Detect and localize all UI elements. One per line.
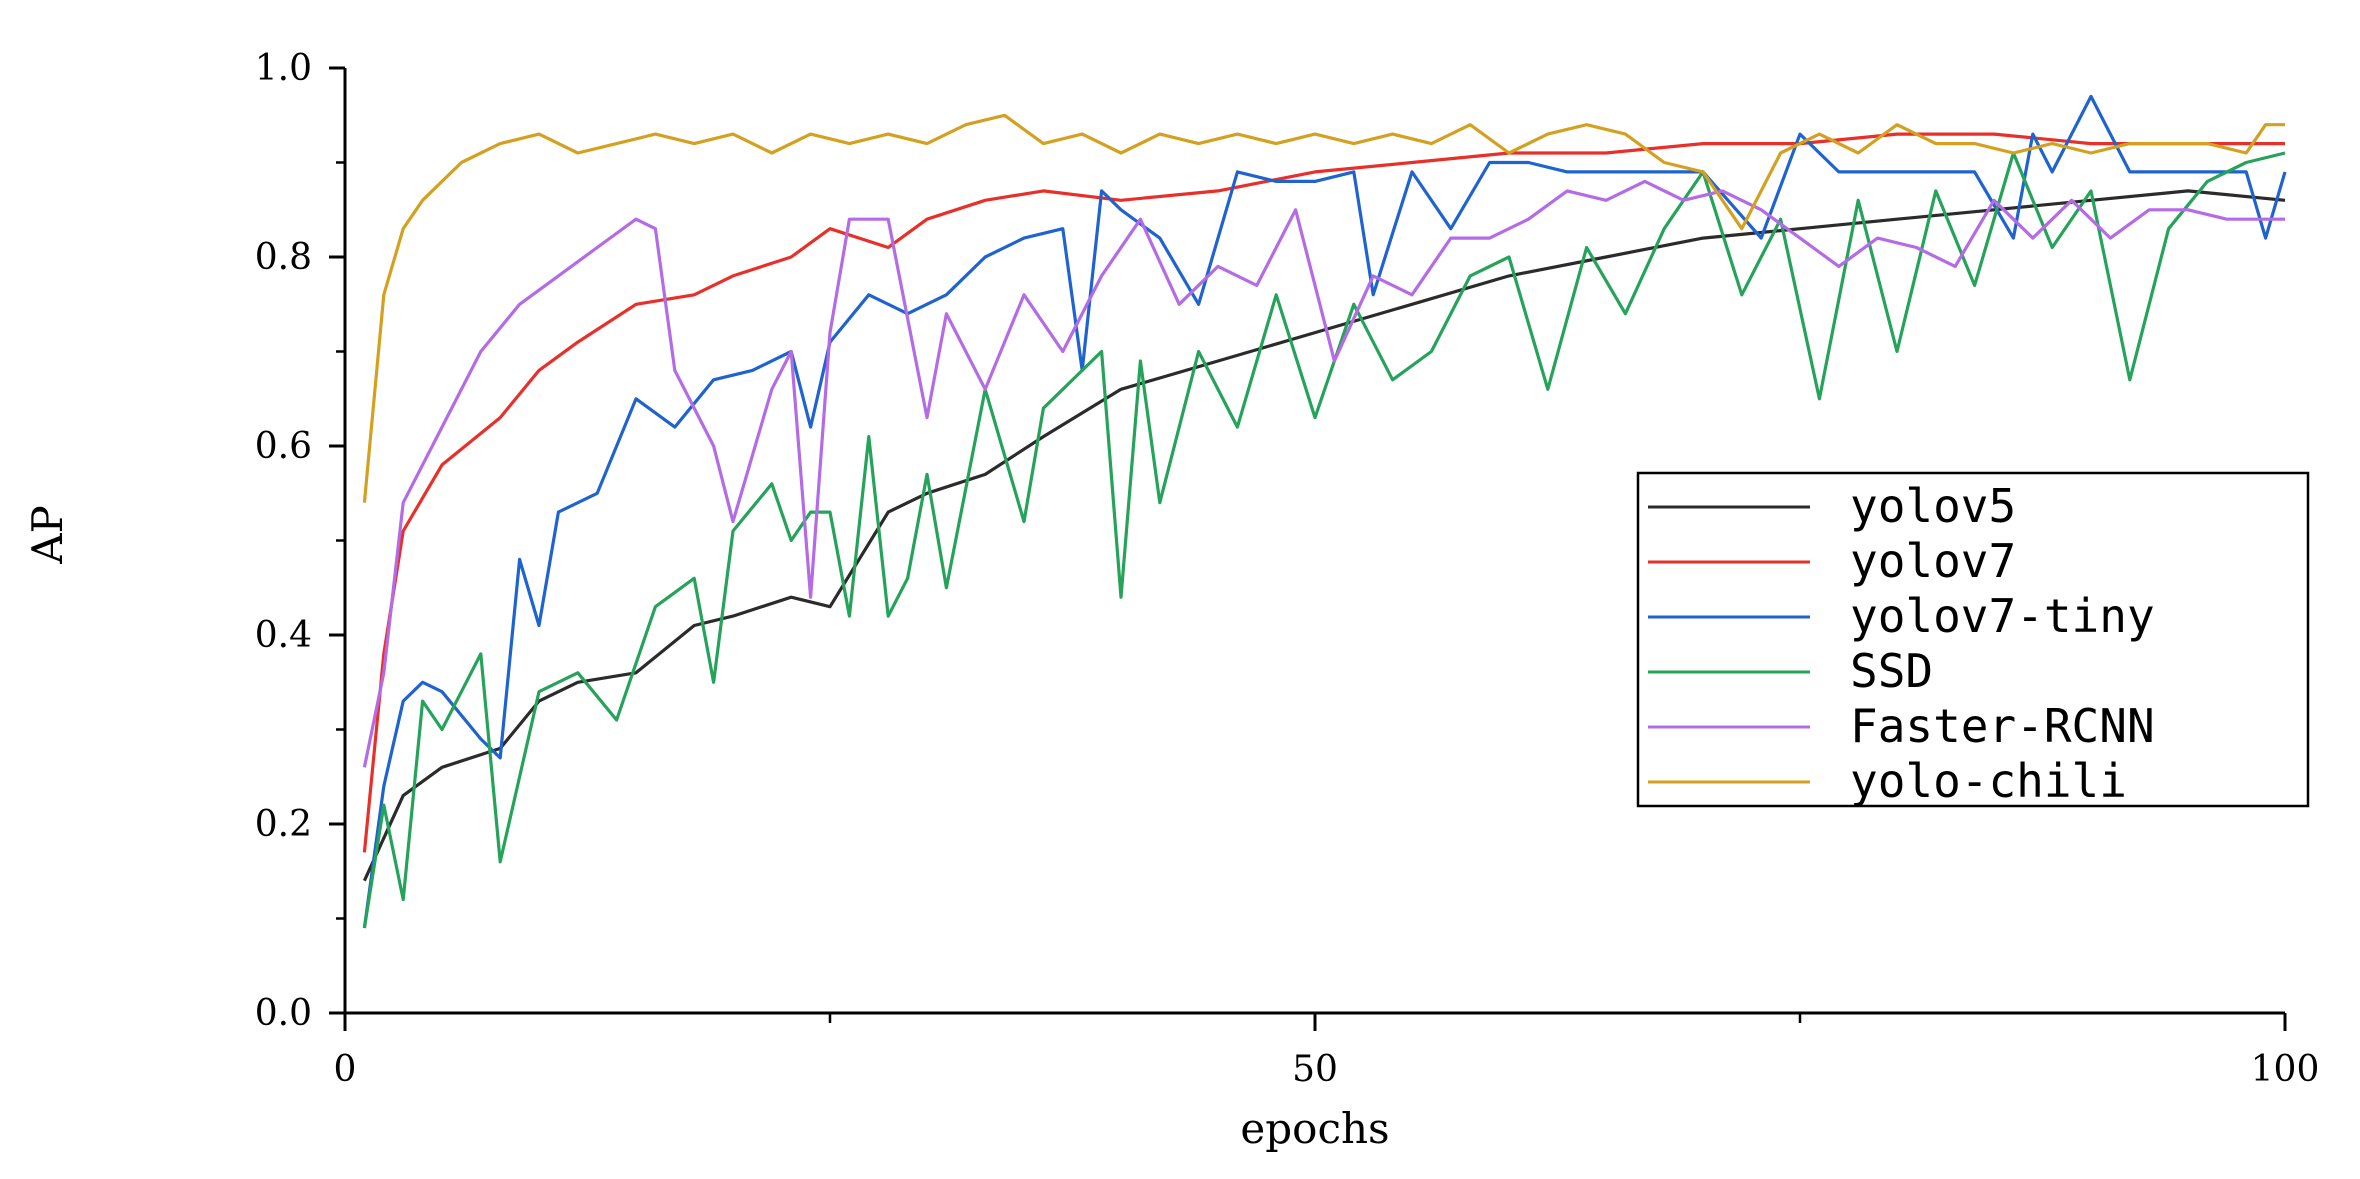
x-tick-label: 50	[1292, 1049, 1338, 1090]
series-line-yolov5	[362, 189, 2286, 882]
y-tick-label: 0.0	[255, 993, 312, 1034]
legend-label: yolov7	[1850, 534, 2016, 588]
legend-box	[1636, 471, 2310, 808]
y-tick-label: 0.4	[255, 615, 312, 656]
legend-label: Faster-RCNN	[1850, 699, 2155, 753]
series-layer	[362, 94, 2287, 929]
y-axis-title: AP	[23, 505, 72, 565]
x-tick-label: 100	[2251, 1049, 2320, 1090]
legend-label: yolov5	[1850, 479, 2016, 533]
ticks-layer: 0.0 0.2 0.4 0.6 0.8 1.0 0 50 100	[255, 48, 2320, 1090]
legend-label: SSD	[1850, 644, 1933, 698]
y-tick-label: 0.6	[255, 426, 312, 467]
legend: yolov5yolov7yolov7-tinySSDFaster-RCNNyol…	[1636, 471, 2310, 808]
y-tick-label: 0.8	[255, 237, 312, 278]
x-tick-label: 0	[334, 1049, 357, 1090]
series-line-yolo-chili	[362, 113, 2285, 503]
series-line-ssd	[362, 151, 2286, 929]
legend-label: yolo-chili	[1850, 754, 2127, 808]
y-tick-label: 1.0	[255, 48, 312, 89]
x-axis-title: epochs	[1240, 1104, 1389, 1153]
series-line-faster-rcnn	[362, 179, 2285, 768]
y-tick-label: 0.2	[255, 804, 312, 845]
series-line-yolov7-tiny	[362, 94, 2287, 929]
legend-label: yolov7-tiny	[1850, 589, 2155, 643]
